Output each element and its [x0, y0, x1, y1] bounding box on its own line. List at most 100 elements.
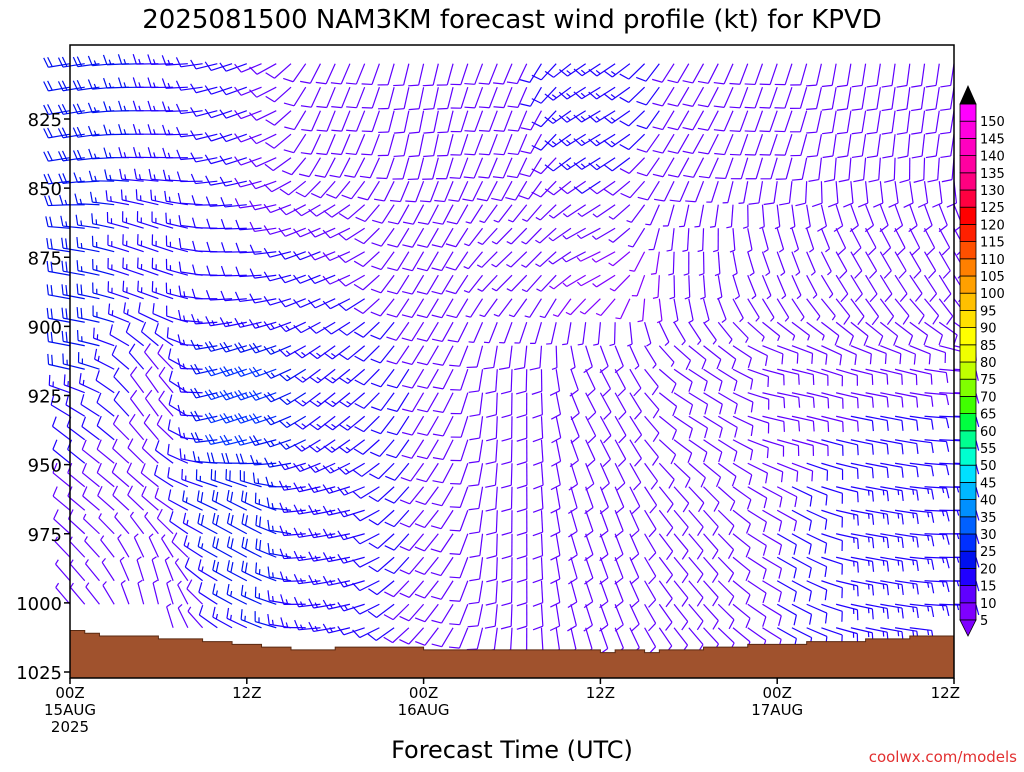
wind-barb-feather: [766, 473, 768, 483]
wind-barb-staff: [380, 440, 394, 457]
wind-barb-staff: [478, 604, 482, 626]
wind-barb-staff: [748, 252, 754, 273]
wind-barb: [415, 487, 438, 505]
wind-barb-staff: [480, 416, 483, 438]
wind-barb: [168, 444, 188, 463]
wind-barb: [449, 604, 468, 624]
wind-barb-half-feather: [596, 117, 600, 120]
wind-barb-staff: [866, 252, 877, 271]
wind-barb-staff: [674, 487, 689, 503]
wind-barb-feather: [616, 507, 624, 514]
wind-barb-half-feather: [665, 342, 669, 346]
wind-barb: [207, 219, 232, 229]
wind-barb-feather: [779, 203, 789, 205]
wind-barb-feather: [448, 340, 458, 342]
wind-barb-feather: [177, 104, 181, 114]
wind-barb-feather: [241, 585, 242, 595]
wind-barb-feather: [652, 386, 658, 395]
wind-barb-staff: [83, 496, 100, 510]
wind-barb-staff: [496, 275, 512, 291]
wind-barb: [577, 228, 600, 238]
wind-barb-half-feather: [345, 605, 348, 609]
wind-barb-half-feather: [301, 466, 304, 470]
wind-barb: [417, 275, 438, 294]
wind-barb-staff: [733, 628, 750, 642]
wind-barb-staff: [199, 615, 217, 628]
wind-barb-feather: [369, 496, 378, 501]
colorbar-cell: [960, 396, 976, 413]
wind-barb: [600, 557, 608, 584]
wind-barb: [873, 181, 883, 207]
wind-barb-feather: [882, 156, 892, 158]
wind-barb-half-feather: [316, 353, 320, 356]
wind-barb-feather: [180, 448, 181, 458]
wind-barb-feather: [450, 530, 460, 531]
wind-barb-feather: [946, 442, 948, 452]
wind-barb: [102, 558, 114, 580]
wind-barb-feather: [387, 361, 397, 364]
wind-barb: [178, 334, 202, 345]
wind-barb-feather: [284, 127, 294, 130]
wind-barb: [745, 87, 763, 108]
wind-barb-staff: [659, 322, 669, 342]
wind-barb-half-feather: [169, 175, 170, 180]
wind-barb-staff: [495, 463, 497, 485]
wind-barb: [911, 64, 924, 87]
y-tick-label: 950: [28, 456, 62, 477]
wind-barb-staff: [762, 604, 781, 615]
wind-barb: [97, 463, 114, 487]
wind-barb-feather: [940, 85, 950, 86]
wind-barb: [323, 275, 350, 284]
wind-barb: [423, 87, 438, 109]
wind-barb-feather: [900, 180, 910, 183]
wind-barb: [894, 205, 902, 232]
wind-barb-staff: [762, 205, 764, 227]
colorbar-cell: [960, 293, 976, 310]
wind-barb-staff: [181, 368, 203, 369]
wind-barb-staff: [630, 510, 639, 530]
wind-barb-feather: [685, 201, 695, 202]
wind-barb: [450, 510, 468, 531]
wind-barb-half-feather: [764, 249, 768, 252]
wind-barb-feather: [294, 423, 302, 429]
wind-barb-feather: [191, 389, 196, 398]
wind-barb-staff: [427, 369, 438, 388]
wind-barb-feather: [493, 107, 503, 108]
wind-barb-feather: [323, 529, 328, 538]
wind-barb: [83, 486, 100, 510]
wind-barb-staff: [126, 332, 143, 346]
wind-barb: [280, 181, 306, 195]
wind-barb: [385, 463, 409, 480]
wind-barb-feather: [268, 543, 269, 553]
wind-barb: [733, 581, 750, 605]
wind-barb-staff: [693, 111, 704, 130]
wind-barb: [501, 581, 512, 606]
wind-barb-half-feather: [670, 297, 675, 299]
wind-barb-staff: [316, 205, 335, 217]
wind-barb-feather: [734, 451, 737, 461]
wind-barb-feather: [917, 514, 918, 524]
wind-barb-staff: [155, 498, 173, 511]
wind-barb-feather: [887, 444, 888, 454]
wind-barb: [851, 322, 868, 345]
wind-barb: [851, 346, 871, 365]
wind-barb-half-feather: [120, 557, 124, 560]
wind-barb-half-feather: [549, 215, 553, 218]
wind-barb-staff: [489, 322, 497, 342]
wind-barb-half-feather: [779, 249, 783, 252]
wind-barb: [806, 205, 811, 229]
wind-barb-staff: [511, 440, 512, 462]
wind-barb: [627, 322, 632, 346]
wind-barb: [698, 111, 718, 131]
wind-barb-staff: [56, 564, 70, 581]
wind-barb: [533, 440, 543, 466]
wind-barb-feather: [294, 376, 302, 382]
wind-barb-staff: [333, 393, 350, 407]
wind-barb: [636, 64, 659, 81]
wind-barb-staff: [656, 252, 659, 274]
wind-barb-half-feather: [883, 584, 884, 589]
wind-barb-feather: [486, 438, 496, 441]
wind-barb: [836, 369, 857, 386]
wind-barb-feather: [153, 303, 154, 313]
wind-barb-staff: [582, 87, 601, 99]
